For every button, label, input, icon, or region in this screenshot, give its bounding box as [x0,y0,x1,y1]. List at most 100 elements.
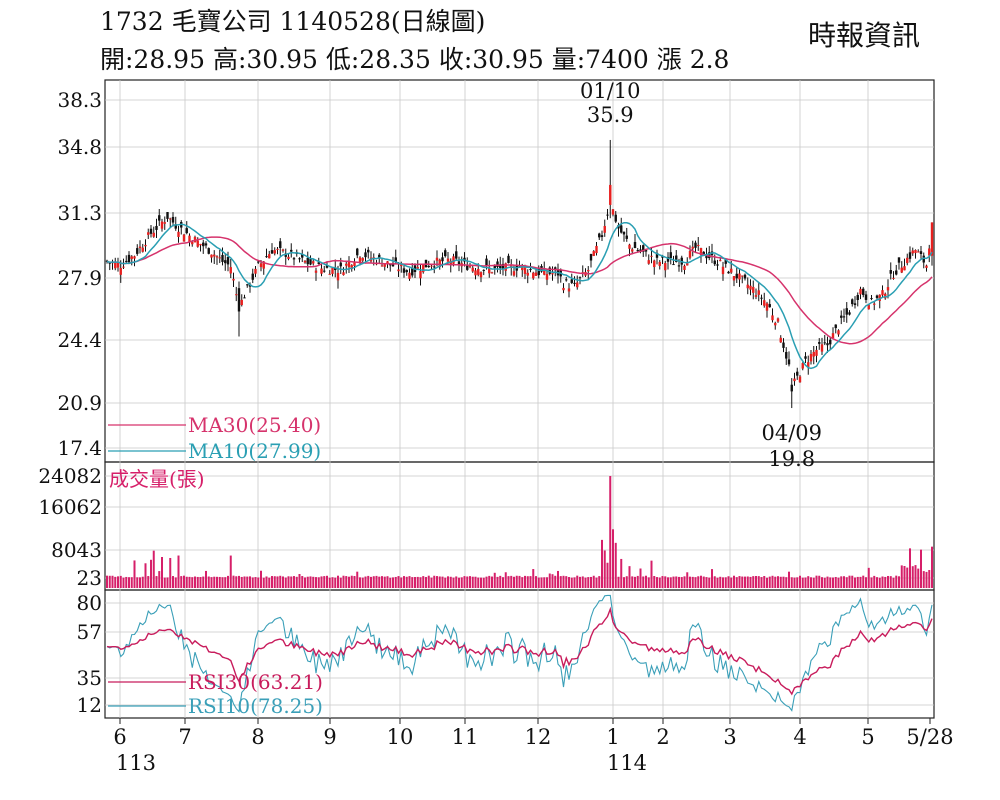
candle-body [312,261,315,264]
candle-body [812,351,815,357]
candle-body [204,243,208,246]
candle-body [347,261,351,268]
x-tick-label: 1 [606,725,619,749]
candle-body [133,256,136,259]
candle-body [686,263,689,266]
candle-body [611,209,615,215]
candle-body [328,273,331,275]
candle-body [350,265,353,269]
candle-body [826,343,829,346]
candle-body [290,249,293,252]
candle-body [870,298,873,300]
candle-body [207,248,210,254]
candle-body [383,263,386,267]
candle-body [105,260,109,262]
candle-body [845,308,848,315]
candle-body [886,287,890,291]
candle-body [661,256,664,258]
candle-body [787,359,791,365]
low-annotation-date: 04/09 [761,421,822,445]
candle-body [273,250,276,254]
high-annotation-value: 35.9 [587,103,634,127]
candle-body [386,261,389,264]
candle-body [818,342,821,344]
candle-body [881,290,884,296]
candle-body [196,240,199,247]
candle-body [108,262,111,264]
candle-body [625,235,628,239]
candle-body [809,353,813,362]
candle-body [306,257,309,265]
candle-body [477,268,480,275]
ohlc-summary: 開:28.95 高:30.95 低:28.35 收:30.95 量:7400 漲… [100,45,730,74]
candle-body [749,285,752,290]
candle-body [862,288,865,295]
candle-body [589,254,593,261]
candle-body [672,264,675,266]
candle-body [537,268,540,276]
candle-body [837,330,840,335]
candle-body [254,268,257,274]
candle-body [732,276,736,281]
candle-body [493,265,496,269]
candle-body [631,249,634,252]
candle-body [232,278,235,281]
volume-title: 成交量(張) [109,467,205,491]
x-tick-label: 8 [251,725,264,749]
candle-body [730,268,733,273]
candle-body [719,260,722,262]
candle-body [760,297,763,299]
candle-body [331,267,334,274]
ma10-line [106,221,933,370]
candle-body [889,270,892,274]
candle-body [202,242,205,247]
candle-body [675,255,678,262]
candle-body [270,250,274,254]
candle-body [644,250,648,252]
candle-body [213,254,216,257]
candle-body [721,266,725,275]
x-tick-label: 5 [861,725,874,749]
volume-panel-frame [104,461,935,591]
price-y-tick-label: 31.3 [57,201,102,225]
rsi-y-tick-label: 35 [77,666,102,690]
candle-body [364,252,367,258]
candle-body [796,371,799,376]
candle-body [468,266,472,268]
candle-body [419,270,422,279]
candle-body [303,260,307,263]
candle-body [474,270,477,276]
candle-body [595,245,598,254]
candle-body [356,248,359,256]
candle-body [606,214,609,216]
candle-body [598,233,601,238]
candle-body [694,242,697,248]
candle-body [831,333,835,339]
candle-body [708,252,711,259]
candle-body [919,251,923,255]
price-y-tick-label: 27.9 [57,266,102,290]
x-tick-label: 3 [723,725,736,749]
candle-body [653,260,656,268]
candle-body [512,271,516,276]
candle-body [724,259,727,264]
candle-body [182,234,186,242]
candle-body [771,315,774,321]
candle-body [897,257,901,263]
candle-body [345,263,348,266]
candle-body [782,342,785,348]
candle-body [669,252,672,259]
candle-body [391,263,395,267]
candle-body [526,272,529,276]
rsi-legend-label: RSI30(63.21) [188,670,323,694]
low-annotation-value: 19.8 [768,447,815,471]
candle-body [482,269,485,271]
candle-body [224,260,227,264]
candle-body [727,271,730,274]
candle-body [287,256,290,259]
x-tick-label: 6 [113,725,126,749]
candle-body [119,268,122,275]
candle-body [251,273,254,280]
candle-body [691,246,694,249]
candle-body [408,272,411,279]
